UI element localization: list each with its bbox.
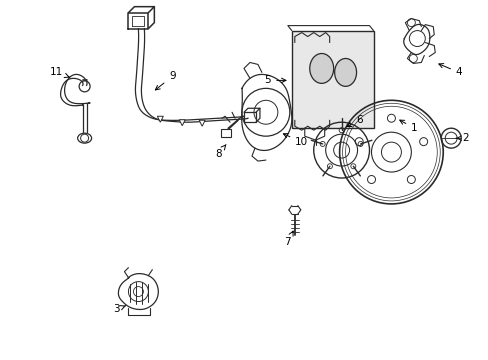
FancyBboxPatch shape <box>221 129 230 137</box>
Ellipse shape <box>78 133 91 143</box>
Text: 6: 6 <box>346 115 362 126</box>
Text: 5: 5 <box>264 75 285 85</box>
Polygon shape <box>157 116 163 122</box>
Ellipse shape <box>334 58 356 86</box>
Text: 7: 7 <box>284 231 292 247</box>
Text: 9: 9 <box>155 71 175 90</box>
Text: 11: 11 <box>50 67 69 77</box>
Text: 2: 2 <box>455 133 468 143</box>
Text: 4: 4 <box>438 64 462 77</box>
Text: 8: 8 <box>214 145 225 159</box>
Text: 3: 3 <box>113 305 125 315</box>
FancyBboxPatch shape <box>291 31 373 128</box>
Polygon shape <box>179 120 185 126</box>
Ellipse shape <box>309 54 333 84</box>
Polygon shape <box>199 120 205 126</box>
Text: 10: 10 <box>283 134 308 147</box>
Text: 1: 1 <box>399 120 417 133</box>
